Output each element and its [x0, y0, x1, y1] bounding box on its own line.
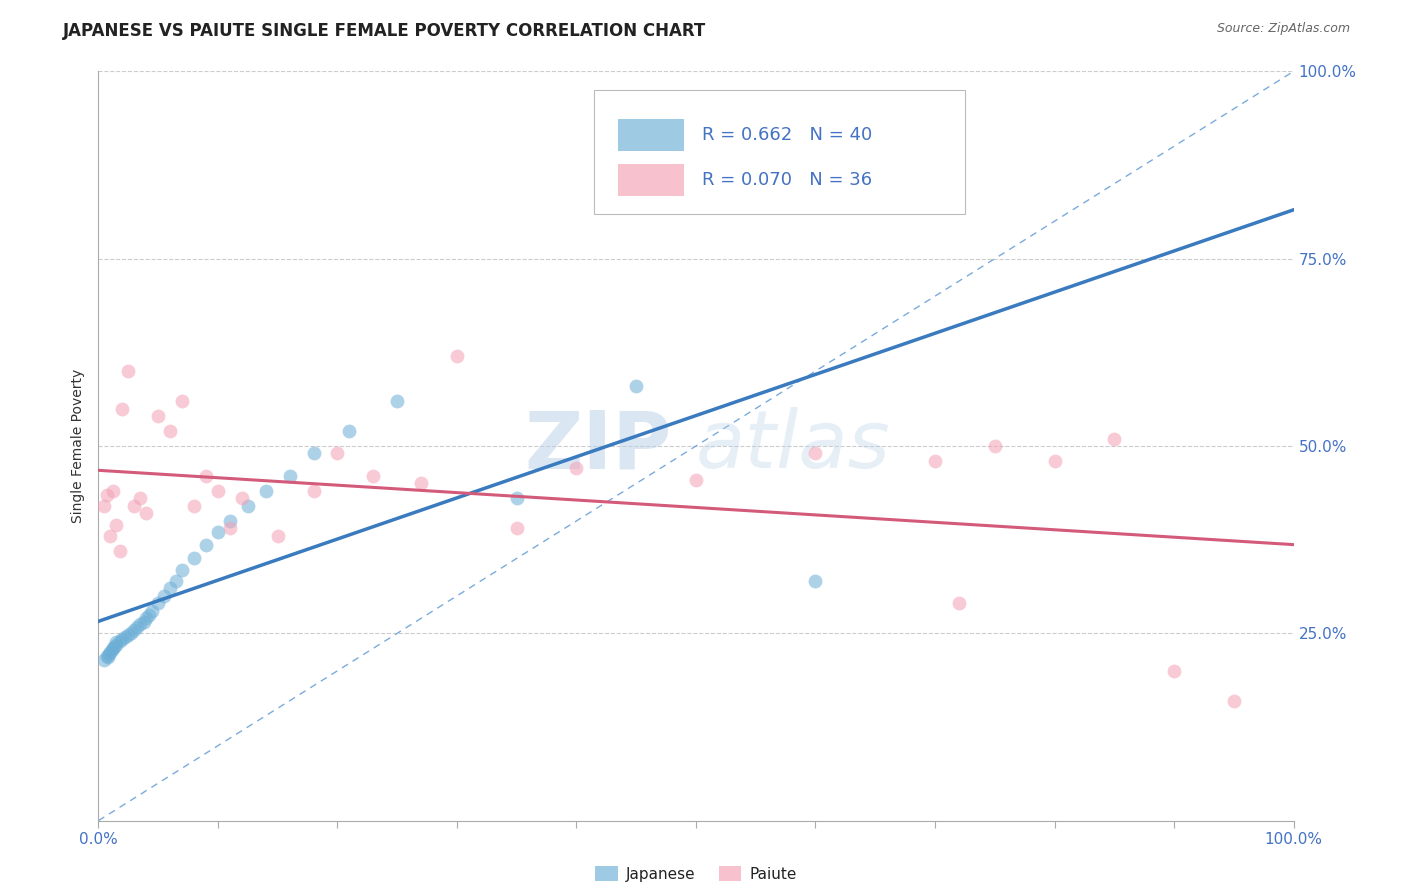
Point: [172, 394, 194, 409]
FancyBboxPatch shape: [619, 120, 685, 151]
Text: R = 0.070   N = 36: R = 0.070 N = 36: [702, 171, 872, 189]
Point: [129, 491, 152, 506]
Point: [105, 638, 128, 652]
Point: [506, 491, 529, 506]
Text: JAPANESE VS PAIUTE SINGLE FEMALE POVERTY CORRELATION CHART: JAPANESE VS PAIUTE SINGLE FEMALE POVERTY…: [63, 22, 707, 40]
Point: [148, 596, 170, 610]
FancyBboxPatch shape: [619, 164, 685, 195]
Point: [411, 476, 433, 491]
Point: [159, 582, 181, 596]
Point: [103, 640, 125, 654]
Y-axis label: Single Female Poverty: Single Female Poverty: [72, 369, 86, 523]
FancyBboxPatch shape: [595, 90, 965, 214]
Point: [446, 349, 468, 363]
Point: [97, 650, 120, 665]
Point: [124, 623, 146, 637]
Point: [153, 589, 176, 603]
Point: [924, 454, 946, 468]
Point: [626, 379, 648, 393]
Point: [195, 538, 218, 552]
Point: [1163, 664, 1185, 678]
Text: Source: ZipAtlas.com: Source: ZipAtlas.com: [1216, 22, 1350, 36]
Point: [125, 620, 148, 634]
Text: atlas: atlas: [696, 407, 891, 485]
Legend: Japanese, Paiute: Japanese, Paiute: [589, 860, 803, 888]
Point: [326, 446, 349, 460]
Point: [129, 617, 152, 632]
Point: [111, 401, 134, 416]
Point: [108, 544, 131, 558]
Point: [183, 499, 205, 513]
Point: [804, 574, 827, 588]
Point: [148, 409, 170, 423]
Point: [363, 469, 385, 483]
Point: [685, 473, 707, 487]
Point: [141, 604, 163, 618]
Point: [172, 563, 194, 577]
Point: [183, 551, 205, 566]
Point: [219, 521, 242, 535]
Point: [207, 483, 229, 498]
Point: [124, 499, 146, 513]
Point: [93, 652, 115, 666]
Point: [93, 499, 115, 513]
Point: [565, 461, 588, 475]
Point: [101, 641, 124, 656]
Point: [101, 483, 124, 498]
Point: [804, 446, 827, 460]
Point: [207, 525, 229, 540]
Point: [105, 517, 128, 532]
Point: [138, 607, 160, 622]
Point: [120, 626, 142, 640]
Point: [1104, 432, 1126, 446]
Point: [98, 648, 121, 662]
Point: [108, 633, 131, 648]
Point: [111, 632, 134, 647]
Point: [135, 611, 157, 625]
Point: [231, 491, 253, 506]
Point: [132, 615, 155, 629]
Point: [117, 628, 139, 642]
Point: [278, 469, 301, 483]
Point: [117, 364, 139, 378]
Text: ZIP: ZIP: [524, 407, 672, 485]
Point: [195, 469, 218, 483]
Point: [1223, 694, 1246, 708]
Point: [96, 488, 118, 502]
Point: [98, 645, 122, 659]
Point: [135, 507, 157, 521]
Point: [96, 648, 118, 663]
Point: [236, 499, 259, 513]
Point: [219, 514, 242, 528]
Point: [339, 424, 361, 438]
Point: [100, 642, 122, 657]
Point: [385, 394, 409, 409]
Point: [98, 529, 122, 543]
Point: [267, 529, 290, 543]
Point: [114, 630, 136, 644]
Point: [302, 446, 325, 460]
Point: [948, 596, 970, 610]
Point: [506, 521, 529, 535]
Point: [1043, 454, 1066, 468]
Point: [165, 574, 187, 588]
Text: R = 0.662   N = 40: R = 0.662 N = 40: [702, 126, 872, 144]
Point: [159, 424, 181, 438]
Point: [254, 483, 277, 498]
Point: [105, 635, 128, 649]
Point: [984, 439, 1007, 453]
Point: [302, 483, 325, 498]
